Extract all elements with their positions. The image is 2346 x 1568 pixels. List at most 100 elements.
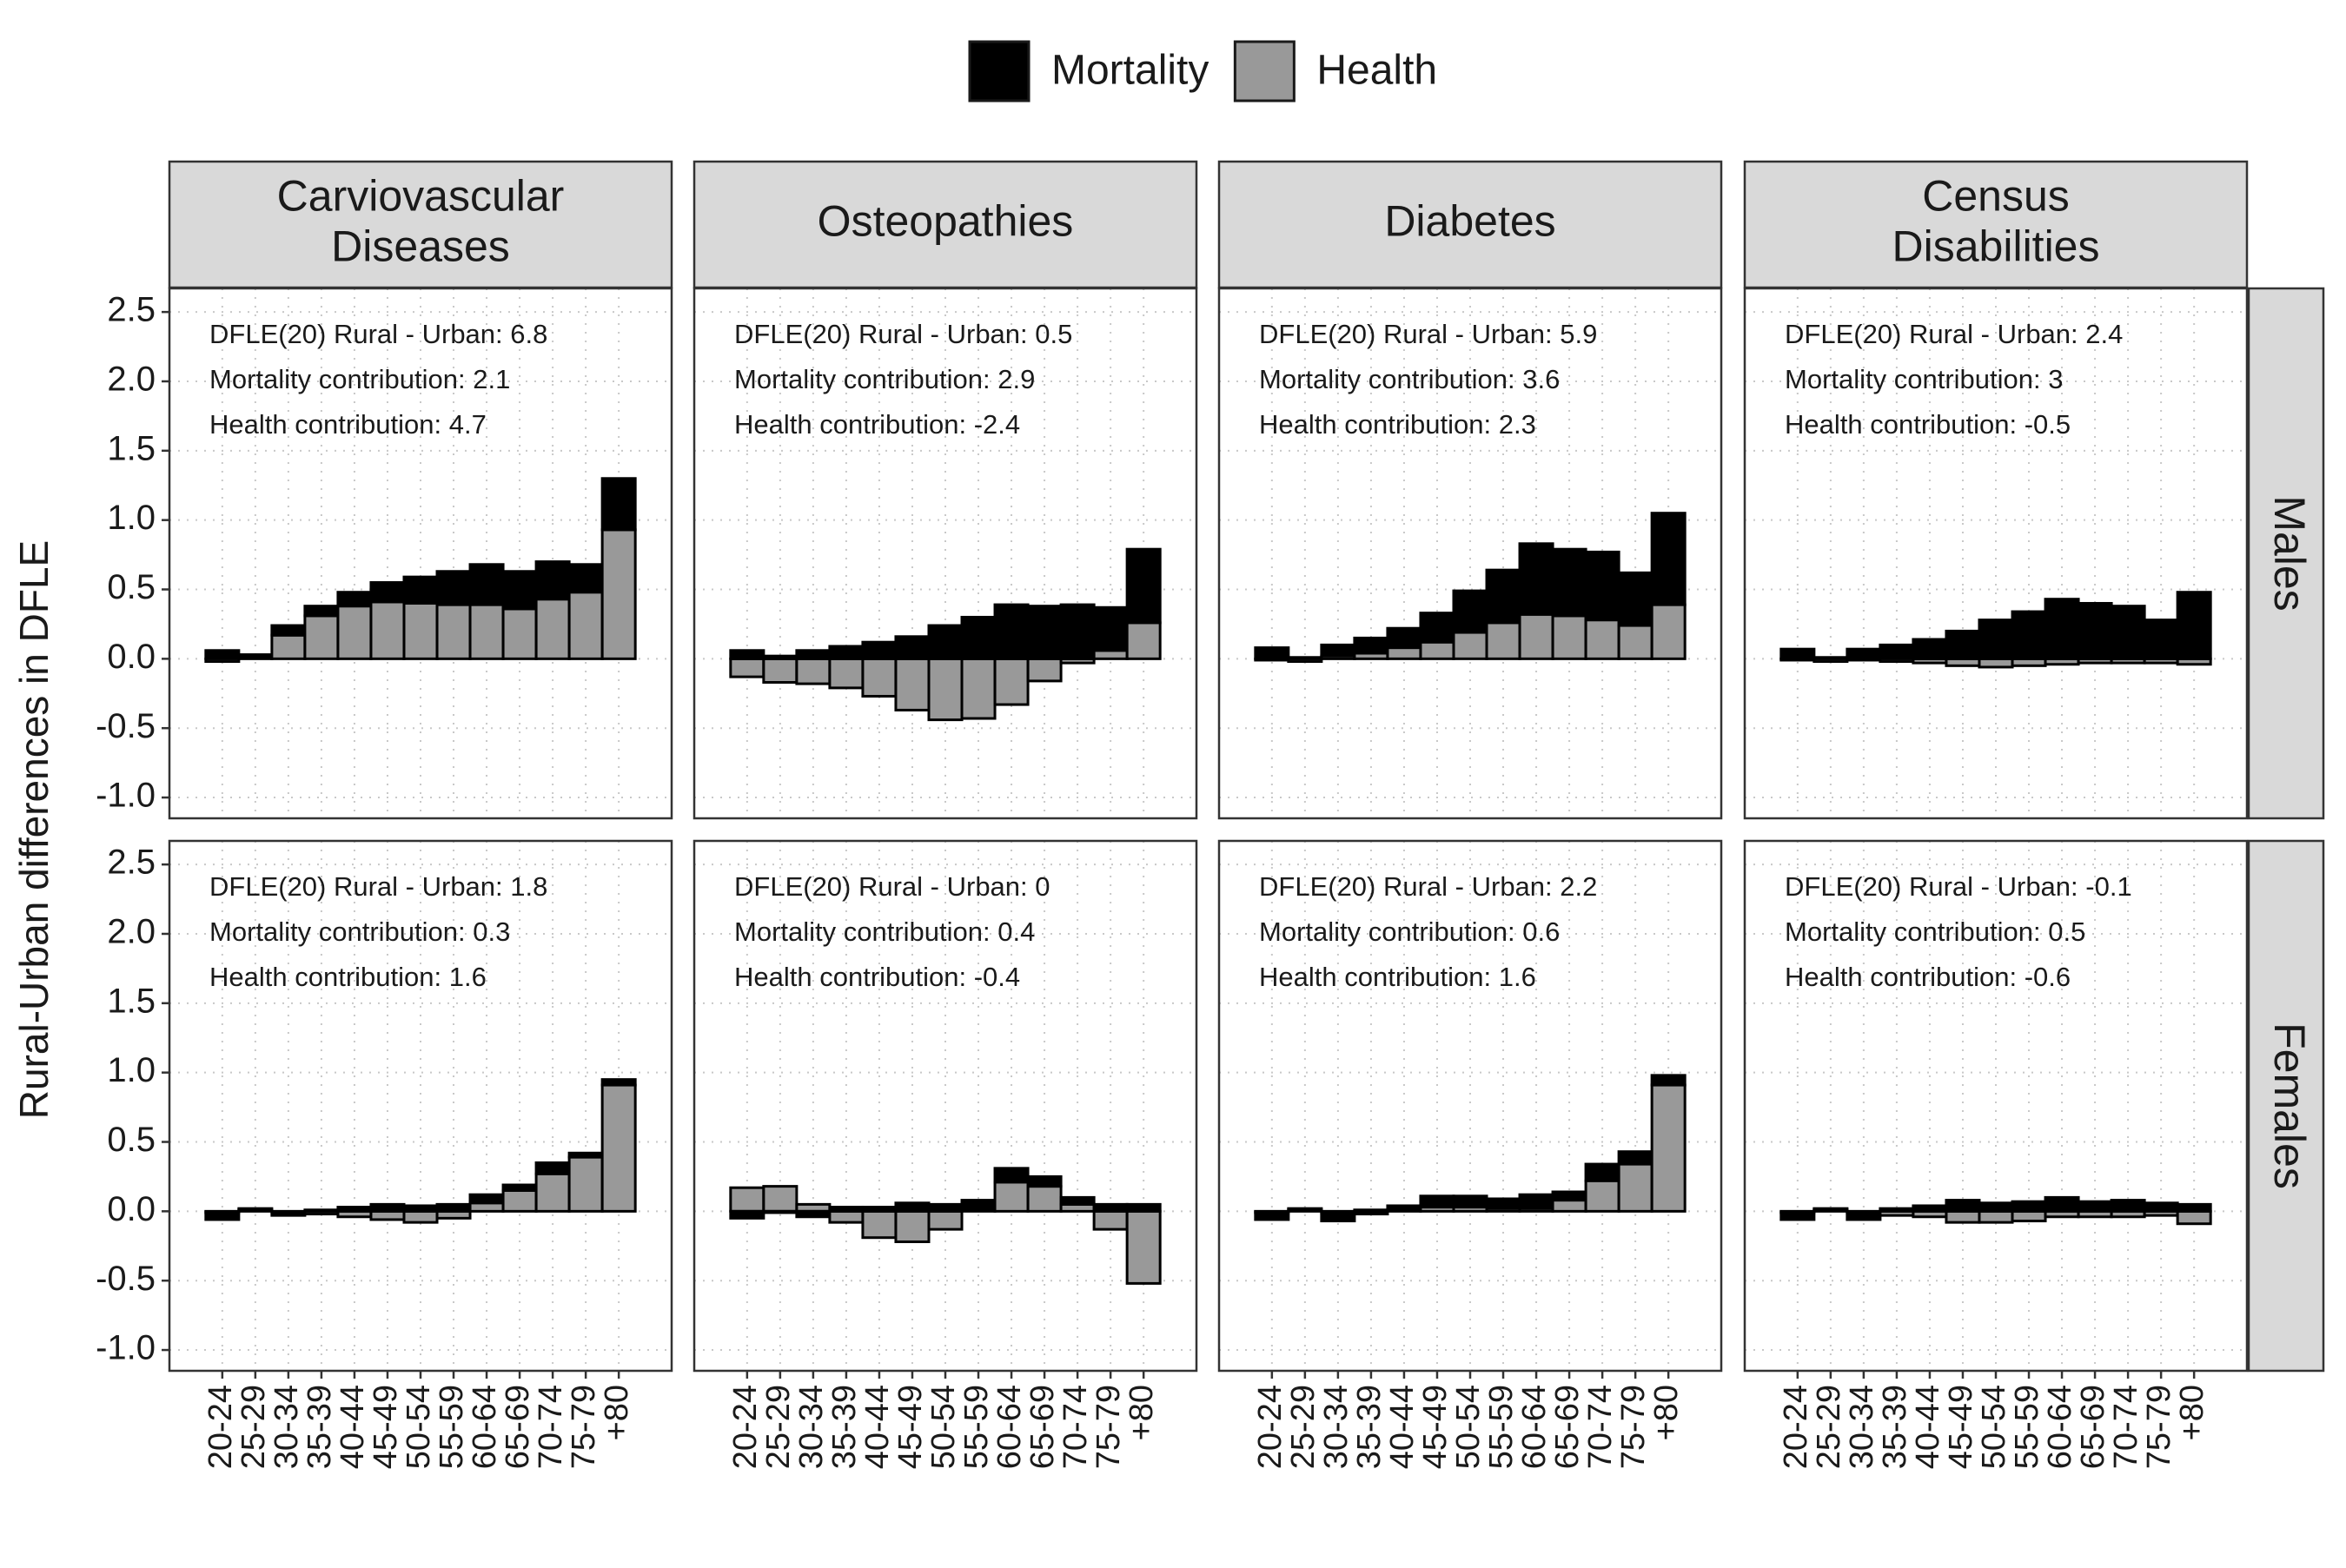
- bar: [861, 657, 898, 698]
- bar: [402, 601, 439, 660]
- bar: [2044, 1195, 2080, 1213]
- legend-swatch: [1233, 40, 1296, 103]
- bar: [402, 1209, 439, 1224]
- y-tick-label: 1.5: [107, 429, 156, 467]
- bar: [2110, 1199, 2146, 1213]
- bar: [501, 1183, 538, 1192]
- bar: [1125, 1209, 1162, 1285]
- annotation: Mortality contribution: 3.6: [1259, 364, 1560, 394]
- bar: [270, 1211, 307, 1217]
- x-tick-label: 20-24: [202, 1385, 239, 1469]
- annotation: DFLE(20) Rural - Urban: 2.4: [1785, 319, 2123, 349]
- bar: [861, 640, 898, 660]
- bar: [1551, 1190, 1587, 1202]
- x-tick-label: 50-54: [1976, 1385, 2012, 1469]
- bar: [1978, 1209, 2014, 1224]
- annotation: Health contribution: 4.7: [209, 409, 487, 440]
- bar: [762, 1209, 799, 1214]
- y-tick-label: 1.0: [107, 1051, 156, 1089]
- bar: [1945, 629, 1981, 660]
- x-tick-label: 35-39: [302, 1385, 338, 1469]
- bar: [303, 1208, 340, 1213]
- bar: [1551, 614, 1587, 660]
- bar: [1386, 626, 1422, 650]
- bar: [1617, 1162, 1653, 1213]
- bar: [501, 570, 538, 611]
- bar: [2077, 1200, 2113, 1213]
- bar: [1485, 621, 1521, 660]
- bar: [1584, 1162, 1620, 1182]
- annotation: DFLE(20) Rural - Urban: 1.8: [209, 871, 547, 902]
- x-tick-label: 50-54: [925, 1385, 962, 1469]
- bar: [861, 1209, 898, 1240]
- bar: [1125, 621, 1162, 660]
- bar: [2110, 605, 2146, 660]
- bar: [1945, 1209, 1981, 1224]
- bar: [795, 657, 832, 685]
- bar: [960, 615, 997, 660]
- annotation: Mortality contribution: 2.1: [209, 364, 510, 394]
- bar: [1452, 631, 1488, 660]
- x-tick-label: 30-34: [1318, 1385, 1355, 1469]
- y-tick-label: 2.5: [107, 844, 156, 882]
- annotation: DFLE(20) Rural - Urban: 6.8: [209, 319, 547, 349]
- bar: [1650, 1074, 1687, 1087]
- y-tick-label: 2.5: [107, 291, 156, 329]
- bar: [762, 1185, 799, 1213]
- x-tick-label: 75-79: [2141, 1385, 2177, 1469]
- bar: [729, 1186, 765, 1213]
- legend-label: Mortality: [1051, 48, 1209, 94]
- bar: [534, 560, 571, 601]
- bar: [1485, 568, 1521, 625]
- x-tick-label: 65-69: [500, 1385, 536, 1469]
- bar: [1353, 1209, 1389, 1216]
- x-tick-label: 50-54: [401, 1385, 437, 1469]
- x-tick-label: 70-74: [1582, 1385, 1619, 1469]
- x-tick-label: 40-44: [335, 1385, 371, 1469]
- bar: [729, 649, 765, 660]
- bar: [828, 1206, 865, 1213]
- bar: [1485, 1197, 1521, 1210]
- bar: [501, 1188, 538, 1213]
- strip: [2247, 287, 2325, 820]
- x-tick-label: 60-64: [991, 1385, 1028, 1469]
- bar: [927, 1209, 964, 1231]
- bar: [1092, 1202, 1129, 1213]
- strip-label: Carviovascular: [277, 172, 565, 221]
- bar: [828, 645, 865, 660]
- x-tick-label: 75-79: [1615, 1385, 1652, 1469]
- annotation: Mortality contribution: 0.3: [209, 916, 510, 947]
- bar: [993, 1181, 1030, 1213]
- x-tick-label: 20-24: [1778, 1385, 1814, 1469]
- x-tick-label: 25-29: [1811, 1385, 1847, 1469]
- strip-label: Disabilities: [1892, 222, 2100, 271]
- bar: [204, 1211, 241, 1221]
- bar: [204, 649, 241, 660]
- bar: [2011, 1200, 2047, 1213]
- bar: [1026, 1174, 1063, 1188]
- bar: [534, 1172, 571, 1213]
- bar: [534, 598, 571, 660]
- bar: [1125, 547, 1162, 625]
- bar: [1386, 1204, 1422, 1212]
- strip-label: Diseases: [331, 222, 510, 271]
- bar: [567, 563, 604, 594]
- bar: [2044, 598, 2080, 660]
- x-tick-label: 25-29: [1285, 1385, 1322, 1469]
- x-tick-label: 40-44: [1910, 1385, 1946, 1469]
- bar: [1846, 647, 1882, 660]
- x-tick-label: 60-64: [2042, 1385, 2078, 1469]
- x-tick-label: 70-74: [2108, 1385, 2144, 1469]
- x-tick-label: 70-74: [1057, 1385, 1094, 1469]
- x-tick-label: +80: [1648, 1385, 1685, 1440]
- y-tick-label: 0.0: [107, 638, 156, 676]
- x-tick-label: 75-79: [1090, 1385, 1127, 1469]
- bar: [1518, 542, 1554, 616]
- bar: [1419, 1194, 1455, 1209]
- bar: [1879, 643, 1915, 660]
- annotation: DFLE(20) Rural - Urban: 0: [734, 871, 1050, 902]
- bar: [1092, 605, 1129, 652]
- x-tick-label: 65-69: [1549, 1385, 1586, 1469]
- bar: [1059, 603, 1096, 660]
